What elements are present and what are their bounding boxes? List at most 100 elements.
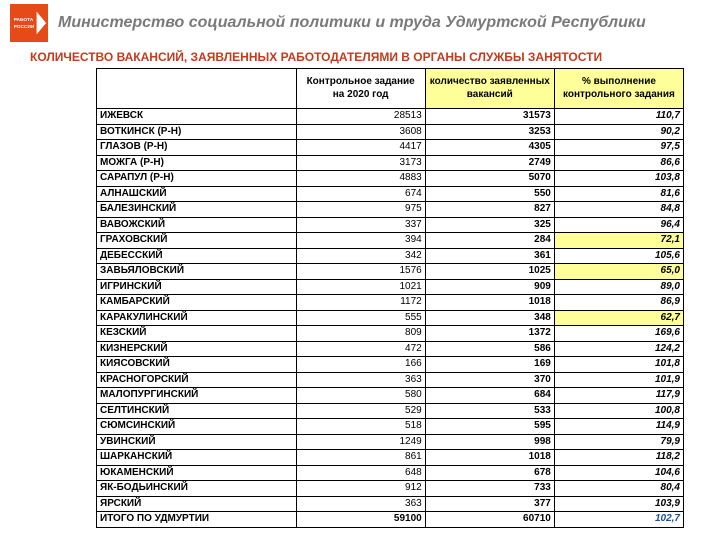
- table-row: ВОТКИНСК (Р-Н)3608325390,2: [97, 124, 684, 140]
- cell-pct: 90,2: [554, 124, 683, 140]
- cell-pct: 104,6: [554, 465, 683, 481]
- cell-name: ШАРКАНСКИЙ: [97, 450, 297, 466]
- cell-pct: 118,2: [554, 450, 683, 466]
- cell-declared: 1372: [425, 326, 554, 342]
- cell-declared: 361: [425, 248, 554, 264]
- cell-pct: 72,1: [554, 233, 683, 249]
- cell-declared: 3253: [425, 124, 554, 140]
- cell-name: МАЛОПУРГИНСКИЙ: [97, 388, 297, 404]
- cell-pct: 80,4: [554, 481, 683, 497]
- table-row: ЯРСКИЙ363377103,9: [97, 496, 684, 512]
- cell-name: ЗАВЬЯЛОВСКИЙ: [97, 264, 297, 280]
- cell-pct: 117,9: [554, 388, 683, 404]
- cell-declared: 284: [425, 233, 554, 249]
- cell-target: 809: [296, 326, 425, 342]
- cell-name: КАМБАРСКИЙ: [97, 295, 297, 311]
- page-header: РАБОТА РОССИИ Министерство социальной по…: [0, 0, 720, 44]
- cell-declared: 1018: [425, 450, 554, 466]
- col-header-target: Контрольное задание на 2020 год: [296, 69, 425, 109]
- cell-target: 1576: [296, 264, 425, 280]
- table-row: УВИНСКИЙ124999879,9: [97, 434, 684, 450]
- page-subtitle: КОЛИЧЕСТВО ВАКАНСИЙ, ЗАЯВЛЕННЫХ РАБОТОДА…: [0, 44, 720, 68]
- cell-target: 394: [296, 233, 425, 249]
- cell-name: ИГРИНСКИЙ: [97, 279, 297, 295]
- cell-total-target: 59100: [296, 512, 425, 528]
- logo-icon: РАБОТА РОССИИ: [10, 4, 48, 42]
- cell-name: ГЛАЗОВ (Р-Н): [97, 140, 297, 156]
- cell-target: 28513: [296, 109, 425, 125]
- table-row: ДЕБЕССКИЙ342361105,6: [97, 248, 684, 264]
- cell-name: САРАПУЛ (Р-Н): [97, 171, 297, 187]
- cell-target: 342: [296, 248, 425, 264]
- cell-target: 4417: [296, 140, 425, 156]
- table-row: КИЯСОВСКИЙ166169101,8: [97, 357, 684, 373]
- cell-declared: 4305: [425, 140, 554, 156]
- table-row: САРАПУЛ (Р-Н)48835070103,8: [97, 171, 684, 187]
- cell-name: СЕЛТИНСКИЙ: [97, 403, 297, 419]
- cell-name: ВОТКИНСК (Р-Н): [97, 124, 297, 140]
- table-row: МАЛОПУРГИНСКИЙ580684117,9: [97, 388, 684, 404]
- cell-declared: 348: [425, 310, 554, 326]
- cell-pct: 110,7: [554, 109, 683, 125]
- cell-pct: 97,5: [554, 140, 683, 156]
- cell-pct: 84,8: [554, 202, 683, 218]
- cell-declared: 5070: [425, 171, 554, 187]
- cell-declared: 1025: [425, 264, 554, 280]
- cell-declared: 998: [425, 434, 554, 450]
- cell-pct: 89,0: [554, 279, 683, 295]
- cell-name: КИЯСОВСКИЙ: [97, 357, 297, 373]
- table-row: КИЗНЕРСКИЙ472586124,2: [97, 341, 684, 357]
- cell-declared: 909: [425, 279, 554, 295]
- table-row: ВАВОЖСКИЙ33732596,4: [97, 217, 684, 233]
- table-header-row: Контрольное задание на 2020 год количест…: [97, 69, 684, 109]
- table-row: ИЖЕВСК2851331573110,7: [97, 109, 684, 125]
- cell-total-declared: 60710: [425, 512, 554, 528]
- table-row: ЯК-БОДЬИНСКИЙ91273380,4: [97, 481, 684, 497]
- table-row: КЕЗСКИЙ8091372169,6: [97, 326, 684, 342]
- cell-declared: 169: [425, 357, 554, 373]
- cell-name: БАЛЕЗИНСКИЙ: [97, 202, 297, 218]
- cell-name: ЮКАМЕНСКИЙ: [97, 465, 297, 481]
- cell-target: 1172: [296, 295, 425, 311]
- cell-name: МОЖГА (Р-Н): [97, 155, 297, 171]
- cell-target: 3173: [296, 155, 425, 171]
- table-row: ШАРКАНСКИЙ8611018118,2: [97, 450, 684, 466]
- table-row: АЛНАШСКИЙ67455081,6: [97, 186, 684, 202]
- table-row: КАМБАРСКИЙ1172101886,9: [97, 295, 684, 311]
- cell-target: 580: [296, 388, 425, 404]
- table-row: ГЛАЗОВ (Р-Н)4417430597,5: [97, 140, 684, 156]
- cell-pct: 124,2: [554, 341, 683, 357]
- cell-target: 166: [296, 357, 425, 373]
- cell-pct: 86,6: [554, 155, 683, 171]
- cell-target: 861: [296, 450, 425, 466]
- cell-name: КАРАКУЛИНСКИЙ: [97, 310, 297, 326]
- cell-name: УВИНСКИЙ: [97, 434, 297, 450]
- cell-declared: 678: [425, 465, 554, 481]
- cell-declared: 377: [425, 496, 554, 512]
- cell-pct: 100,8: [554, 403, 683, 419]
- table-row: ГРАХОВСКИЙ39428472,1: [97, 233, 684, 249]
- cell-target: 518: [296, 419, 425, 435]
- cell-name: АЛНАШСКИЙ: [97, 186, 297, 202]
- cell-target: 1249: [296, 434, 425, 450]
- cell-name: КИЗНЕРСКИЙ: [97, 341, 297, 357]
- cell-name: ИЖЕВСК: [97, 109, 297, 125]
- cell-pct: 103,9: [554, 496, 683, 512]
- cell-target: 674: [296, 186, 425, 202]
- cell-declared: 733: [425, 481, 554, 497]
- table-container: Контрольное задание на 2020 год количест…: [0, 68, 720, 528]
- cell-name: СЮМСИНСКИЙ: [97, 419, 297, 435]
- cell-target: 912: [296, 481, 425, 497]
- cell-pct: 103,8: [554, 171, 683, 187]
- cell-declared: 586: [425, 341, 554, 357]
- cell-pct: 101,8: [554, 357, 683, 373]
- cell-declared: 827: [425, 202, 554, 218]
- cell-pct: 105,6: [554, 248, 683, 264]
- table-row: СЕЛТИНСКИЙ529533100,8: [97, 403, 684, 419]
- cell-declared: 550: [425, 186, 554, 202]
- cell-pct: 169,6: [554, 326, 683, 342]
- table-row: ЮКАМЕНСКИЙ648678104,6: [97, 465, 684, 481]
- cell-target: 529: [296, 403, 425, 419]
- cell-target: 337: [296, 217, 425, 233]
- svg-text:РАБОТА: РАБОТА: [14, 17, 34, 23]
